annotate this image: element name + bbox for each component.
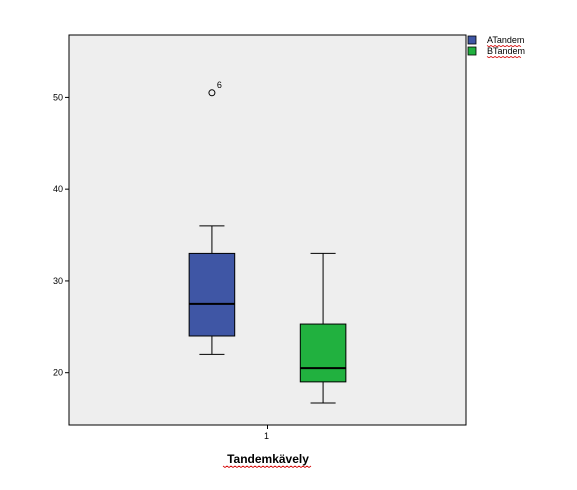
iqr-box — [299, 323, 347, 383]
y-tick-label: 50 — [53, 92, 63, 102]
outlier-label: 6 — [217, 80, 222, 90]
x-axis-title: Tandemkävely — [227, 452, 309, 466]
y-tick-label: 30 — [53, 276, 63, 286]
legend-label: BTandem — [487, 46, 525, 56]
x-tick-label: 1 — [264, 431, 269, 441]
y-tick-label: 40 — [53, 184, 63, 194]
box-BTandem — [299, 252, 347, 404]
plot-area — [68, 34, 467, 426]
y-axis: 20 30 40 50 — [53, 92, 69, 378]
outlier-point — [208, 89, 216, 97]
legend-label-spellcheck-underline — [486, 56, 522, 59]
legend-label: ATandem — [487, 35, 524, 45]
legend-swatch — [467, 46, 477, 56]
box-ATandem: 6 — [188, 80, 236, 355]
legend-swatch — [467, 35, 477, 45]
box-series-group: 6 — [188, 80, 347, 404]
x-axis-title-spellcheck-underline — [222, 465, 312, 468]
x-axis: 1 — [264, 425, 269, 441]
legend-label-spellcheck-underline — [486, 45, 522, 48]
iqr-box — [188, 252, 236, 337]
y-tick-label: 20 — [53, 368, 63, 378]
